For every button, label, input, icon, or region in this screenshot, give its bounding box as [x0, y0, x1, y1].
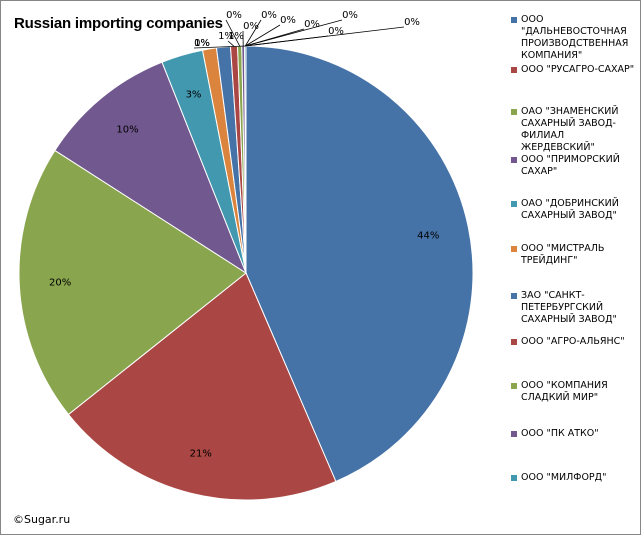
- leader-line: [227, 40, 235, 47]
- legend-swatch: [511, 157, 517, 163]
- chart-title: Russian importing companies: [14, 15, 223, 32]
- leader-line: [245, 19, 343, 47]
- copyright-text: ©Sugar.ru: [13, 513, 71, 526]
- slice-label-outside: 0%: [342, 10, 358, 21]
- legend-item: ООО "АГРО-АЛЬЯНС": [511, 336, 637, 348]
- legend-item: ООО "ПРИМОРСКИЙ САХАР": [511, 154, 637, 178]
- legend-label: ООО "ДАЛЬНЕВОСТОЧНАЯ ПРОИЗВОДСТВЕННАЯ КО…: [521, 14, 629, 61]
- legend-item: ООО "МИСТРАЛЬ ТРЕЙДИНГ": [511, 243, 637, 267]
- legend-label: ОАО "ДОБРИНСКИЙ САХАРНЫЙ ЗАВОД": [521, 198, 619, 221]
- legend-swatch: [511, 201, 517, 207]
- slice-label: 10%: [116, 124, 138, 135]
- legend-item: ОАО "ЗНАМЕНСКИЙ САХАРНЫЙ ЗАВОД-ФИЛИАЛ ЖЕ…: [511, 106, 637, 154]
- slice-label-outside: 0%: [404, 17, 420, 28]
- slice-label-outside: 0%: [328, 26, 344, 37]
- legend-item: ООО "ПК АТКО": [511, 428, 637, 440]
- slice-label-outside: 0%: [194, 38, 210, 49]
- legend-item: ООО "МИЛФОРД": [511, 472, 637, 484]
- legend-label: ООО "АГРО-АЛЬЯНС": [521, 336, 625, 347]
- legend-swatch: [511, 17, 517, 23]
- leader-line: [193, 45, 246, 49]
- legend-swatch: [511, 431, 517, 437]
- legend-label: ЗАО "САНКТ-ПЕТЕРБУРГСКИЙ САХАРНЫЙ ЗАВОД": [521, 290, 617, 325]
- pie-slice: [54, 61, 248, 275]
- legend-swatch: [511, 339, 517, 345]
- legend-swatch: [511, 67, 517, 73]
- legend-swatch: [511, 293, 517, 299]
- slice-label: 3%: [186, 89, 202, 100]
- legend-item: ОАО "ДОБРИНСКИЙ САХАРНЫЙ ЗАВОД": [511, 198, 637, 222]
- slice-label-outside: 0%: [304, 19, 320, 30]
- legend-swatch: [511, 109, 517, 115]
- slice-label-outside: 0%: [243, 21, 259, 32]
- slice-label: 44%: [417, 230, 439, 241]
- legend-item: ООО "ДАЛЬНЕВОСТОЧНАЯ ПРОИЗВОДСТВЕННАЯ КО…: [511, 14, 637, 62]
- pie-slice: [67, 272, 337, 501]
- slice-label-outside: 0%: [280, 15, 296, 26]
- slice-label-outside: 1%: [194, 38, 210, 49]
- legend-label: ООО "ПК АТКО": [521, 428, 599, 439]
- leader-line: [244, 19, 262, 47]
- legend-label: ООО "МИСТРАЛЬ ТРЕЙДИНГ": [521, 243, 605, 266]
- legend-label: ОАО "ЗНАМЕНСКИЙ САХАРНЫЙ ЗАВОД-ФИЛИАЛ ЖЕ…: [521, 106, 619, 153]
- slice-label-outside: 1%: [218, 31, 234, 42]
- legend-label: ООО "РУСАГРО-САХАР": [521, 64, 635, 75]
- pie-slice: [245, 45, 474, 483]
- leader-line: [225, 19, 241, 47]
- slice-label-outside: 0%: [226, 10, 242, 21]
- pie-slice: [18, 149, 247, 416]
- legend-item: ООО "РУСАГРО-САХАР": [511, 64, 637, 76]
- slice-label-outside: 0%: [261, 10, 277, 21]
- legend-label: ООО "МИЛФОРД": [521, 472, 607, 483]
- slice-label-outside: 1%: [228, 31, 244, 42]
- legend-label: ООО "КОМПАНИЯ СЛАДКИЙ МИР": [521, 380, 608, 403]
- legend-swatch: [511, 246, 517, 252]
- legend-swatch: [511, 383, 517, 389]
- slice-label: 20%: [49, 278, 71, 289]
- legend-item: ООО "КОМПАНИЯ СЛАДКИЙ МИР": [511, 380, 637, 404]
- legend-label: ООО "ПРИМОРСКИЙ САХАР": [521, 154, 620, 177]
- leader-line: [245, 26, 405, 47]
- slice-label: 21%: [190, 449, 212, 460]
- legend-swatch: [511, 475, 517, 481]
- leader-line: [245, 24, 281, 47]
- legend-item: ЗАО "САНКТ-ПЕТЕРБУРГСКИЙ САХАРНЫЙ ЗАВОД": [511, 290, 637, 326]
